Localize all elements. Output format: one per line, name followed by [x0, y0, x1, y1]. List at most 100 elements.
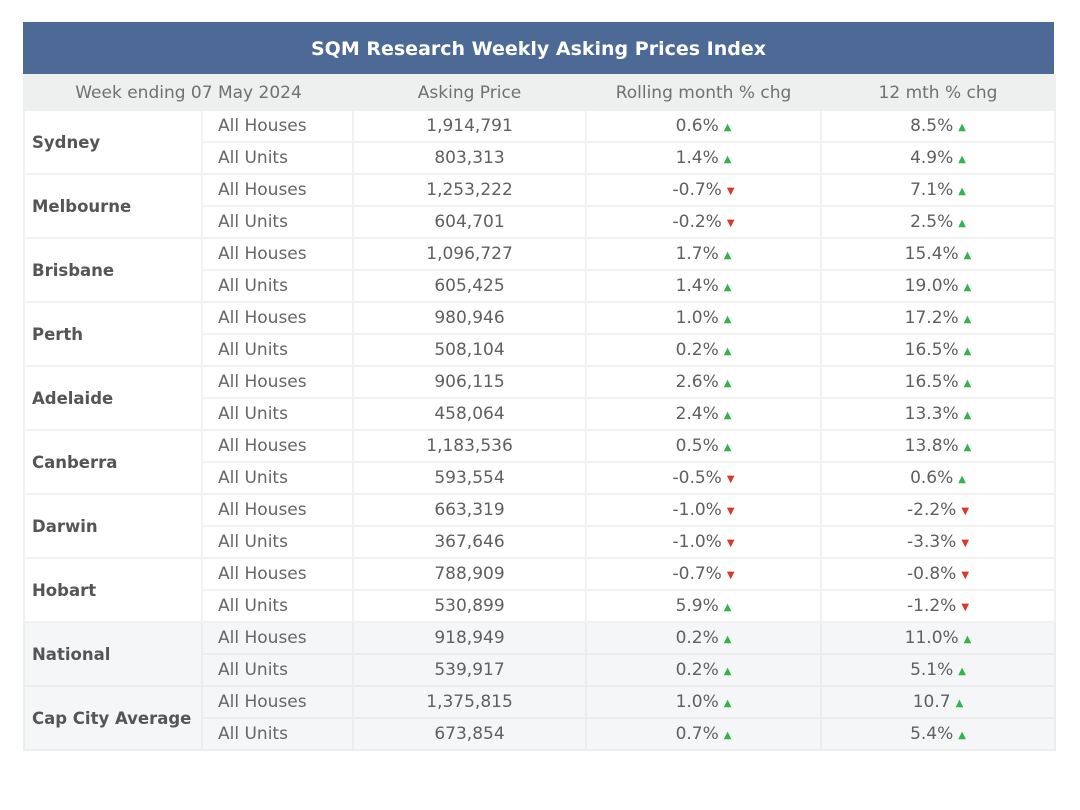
up-arrow-icon: ▲ — [723, 602, 732, 613]
asking-price: 539,917 — [352, 653, 588, 687]
twelve-month-change: 17.2% ▲ — [820, 301, 1057, 335]
up-arrow-icon: ▲ — [963, 634, 972, 645]
table-body: Sydney All Houses 1,914,791 0.6% ▲ 8.5% ▲ All U… — [23, 109, 1057, 751]
asking-price: 663,319 — [352, 493, 588, 527]
table-row: Cap City Average All Houses 1,375,815 1.0% ▲… — [23, 685, 1057, 751]
twelve-month-change: 19.0% ▲ — [820, 269, 1057, 303]
city-label: Canberra — [23, 429, 203, 495]
table-row: Melbourne All Houses 1,253,222 -0.7% ▼ 7.1% ▲ — [23, 173, 1057, 239]
property-type: All Units — [200, 717, 355, 751]
rolling-month-value: 2.4% — [675, 404, 719, 424]
twelve-month-value: 0.6% — [910, 468, 954, 488]
rolling-month-value: -1.0% — [672, 500, 722, 520]
up-arrow-icon: ▲ — [963, 346, 972, 357]
property-type: All Units — [200, 269, 355, 303]
rolling-month-change: 0.6% ▲ — [585, 109, 823, 143]
up-arrow-icon: ▲ — [963, 250, 972, 261]
twelve-month-value: 19.0% — [904, 276, 959, 296]
asking-price: 1,183,536 — [352, 429, 588, 463]
twelve-month-change: 7.1% ▲ — [820, 173, 1057, 207]
twelve-month-value: 11.0% — [904, 628, 959, 648]
price-index-table-panel: SQM Research Weekly Asking Prices Index … — [22, 22, 1057, 751]
property-type: All Units — [200, 333, 355, 367]
property-type: All Houses — [200, 685, 355, 719]
table-row: Darwin All Houses 663,319 -1.0% ▼ -2.2% ▼ — [23, 493, 1057, 559]
up-arrow-icon: ▲ — [963, 410, 972, 421]
property-type: All Units — [200, 141, 355, 175]
twelve-month-value: 4.9% — [910, 148, 954, 168]
city-label: Sydney — [23, 109, 203, 175]
rolling-month-value: 0.5% — [675, 436, 719, 456]
table-row: Perth All Houses 980,946 1.0% ▲ 17.2% ▲ — [23, 301, 1057, 367]
table-row: Canberra All Houses 1,183,536 0.5% ▲ 13.8% ▲ — [23, 429, 1057, 495]
property-type: All Houses — [200, 173, 355, 207]
down-arrow-icon: ▼ — [726, 570, 735, 581]
up-arrow-icon: ▲ — [723, 730, 732, 741]
rolling-month-change: -0.7% ▼ — [585, 173, 823, 207]
up-arrow-icon: ▲ — [723, 666, 732, 677]
property-type: All Units — [200, 205, 355, 239]
twelve-month-value: 16.5% — [904, 340, 959, 360]
asking-price: 530,899 — [352, 589, 588, 623]
city-label: Darwin — [23, 493, 203, 559]
twelve-month-value: -3.3% — [907, 532, 957, 552]
header-rolling-month: Rolling month % chg — [585, 74, 823, 111]
twelve-month-value: 10.7 — [912, 692, 951, 712]
twelve-month-change: 13.3% ▲ — [820, 397, 1057, 431]
up-arrow-icon: ▲ — [958, 666, 966, 677]
rolling-month-change: 0.5% ▲ — [585, 429, 823, 463]
twelve-month-value: 7.1% — [910, 180, 954, 200]
up-arrow-icon: ▲ — [723, 346, 732, 357]
twelve-month-change: 16.5% ▲ — [820, 333, 1057, 367]
rolling-month-value: -0.7% — [672, 180, 722, 200]
rolling-month-value: 0.2% — [675, 660, 719, 680]
twelve-month-value: 13.8% — [904, 436, 959, 456]
property-type: All Units — [200, 461, 355, 495]
rolling-month-change: 0.7% ▲ — [585, 717, 823, 751]
table-row: All Units 673,854 0.7% ▲ 5.4% ▲ — [24, 717, 1057, 751]
up-arrow-icon: ▲ — [963, 282, 972, 293]
table-title: SQM Research Weekly Asking Prices Index — [23, 22, 1054, 74]
twelve-month-value: 5.1% — [910, 660, 954, 680]
asking-price: 918,949 — [352, 621, 588, 655]
table-row: All Units 604,701 -0.2% ▼ 2.5% ▲ — [24, 205, 1057, 239]
table-header-row: Week ending 07 May 2024 Asking Price Rol… — [22, 74, 1057, 111]
down-arrow-icon: ▼ — [961, 506, 970, 517]
property-type: All Houses — [200, 493, 355, 527]
down-arrow-icon: ▼ — [961, 570, 970, 581]
rolling-month-value: -0.5% — [672, 468, 722, 488]
rolling-month-value: 1.7% — [675, 244, 719, 264]
rolling-month-value: 0.2% — [675, 628, 719, 648]
twelve-month-value: 2.5% — [910, 212, 954, 232]
rolling-month-change: -0.2% ▼ — [585, 205, 823, 239]
rolling-month-value: -0.7% — [672, 564, 722, 584]
up-arrow-icon: ▲ — [958, 218, 966, 229]
rolling-month-change: 1.4% ▲ — [585, 269, 823, 303]
header-week-ending: Week ending 07 May 2024 — [22, 74, 355, 111]
property-type: All Houses — [200, 301, 355, 335]
twelve-month-change: 10.7 ▲ — [820, 685, 1057, 719]
twelve-month-value: -2.2% — [907, 500, 957, 520]
twelve-month-value: -1.2% — [907, 596, 957, 616]
up-arrow-icon: ▲ — [955, 698, 964, 709]
twelve-month-change: 2.5% ▲ — [820, 205, 1057, 239]
rolling-month-value: -0.2% — [672, 212, 722, 232]
twelve-month-change: -3.3% ▼ — [820, 525, 1057, 559]
twelve-month-value: -0.8% — [907, 564, 957, 584]
rolling-month-change: -0.5% ▼ — [585, 461, 823, 495]
up-arrow-icon: ▲ — [723, 250, 732, 261]
up-arrow-icon: ▲ — [723, 378, 732, 389]
asking-price: 367,646 — [352, 525, 588, 559]
up-arrow-icon: ▲ — [958, 154, 966, 165]
rolling-month-value: 1.0% — [675, 692, 719, 712]
asking-price: 1,096,727 — [352, 237, 588, 271]
property-type: All Units — [200, 525, 355, 559]
table-row: Hobart All Houses 788,909 -0.7% ▼ -0.8% ▼ — [23, 557, 1057, 623]
twelve-month-value: 13.3% — [904, 404, 959, 424]
rolling-month-value: 1.4% — [675, 148, 719, 168]
city-label: Hobart — [23, 557, 203, 623]
up-arrow-icon: ▲ — [958, 730, 966, 741]
city-label: Brisbane — [23, 237, 203, 303]
asking-price: 458,064 — [352, 397, 588, 431]
property-type: All Houses — [200, 621, 355, 655]
